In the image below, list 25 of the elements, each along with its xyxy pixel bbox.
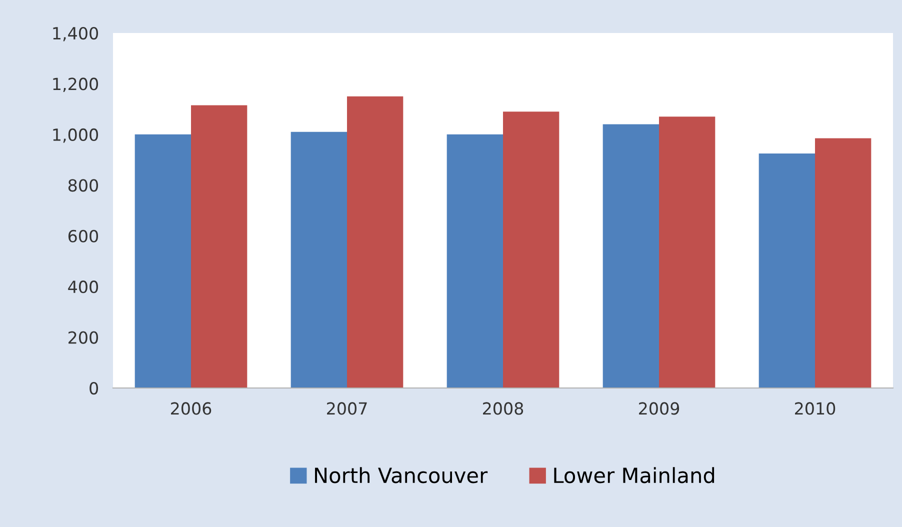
bar (446, 134, 503, 388)
x-tick-label: 2009 (639, 402, 680, 415)
x-tick-label: 2006 (171, 402, 212, 415)
y-tick-label: 600 (68, 230, 98, 242)
bar (503, 112, 560, 388)
x-tick-label: 2008 (483, 402, 524, 415)
x-tick-label: 2010 (795, 402, 836, 415)
bar (659, 116, 716, 388)
legend-label: Lower Mainland (554, 467, 714, 484)
bar (191, 105, 248, 388)
bar (602, 124, 659, 388)
bar (815, 138, 872, 388)
y-tick-label: 1,000 (53, 128, 98, 143)
bar (290, 132, 347, 388)
y-tick-label: 400 (68, 280, 98, 294)
y-tick-label: 200 (68, 331, 98, 344)
y-tick-label: 0 (90, 382, 98, 395)
y-tick-label: 1,200 (53, 78, 98, 92)
bar (134, 134, 191, 388)
y-tick-label: 800 (68, 179, 98, 192)
bar (758, 153, 815, 388)
y-tick-label: 1,400 (53, 26, 98, 42)
legend-label: North Vancouver (315, 467, 488, 484)
bar (347, 96, 404, 388)
x-tick-label: 2007 (327, 402, 367, 415)
